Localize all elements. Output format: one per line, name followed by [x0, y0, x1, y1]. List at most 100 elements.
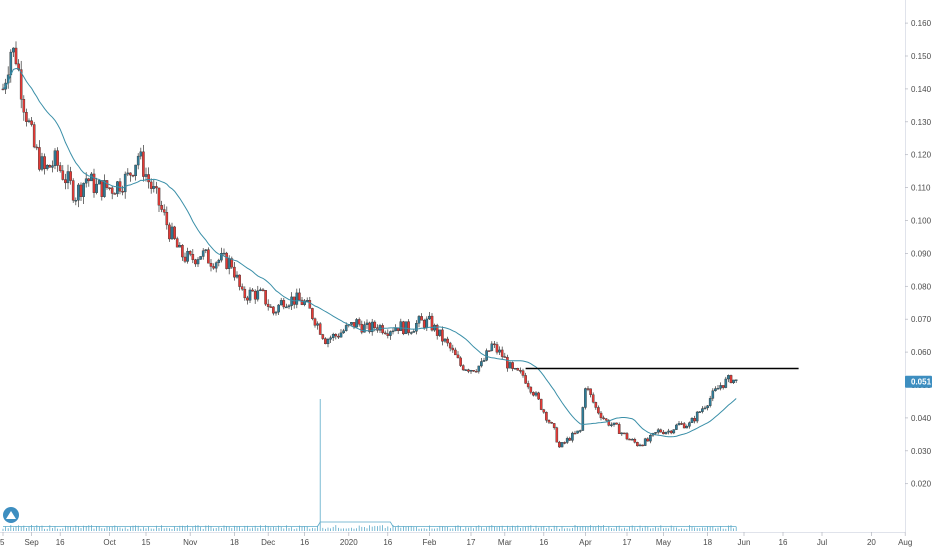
price-tick-label: 0.160 [911, 19, 932, 28]
candle-body [454, 349, 457, 356]
candle-body [565, 438, 569, 443]
time-tick-label: Oct [103, 538, 116, 547]
candle-body [69, 171, 72, 181]
candle-body [521, 370, 525, 376]
candle-body [243, 288, 247, 299]
candle-body [500, 349, 504, 357]
candle-body [207, 249, 210, 264]
time-tick-label: 18 [703, 538, 712, 547]
candle-body [181, 245, 184, 258]
candle-body [264, 290, 267, 305]
candle-body [305, 300, 309, 302]
time-tick-label: 18 [230, 538, 239, 547]
candle-body [152, 186, 156, 189]
candle-body [568, 438, 572, 441]
candle-body [420, 316, 423, 321]
candle-body [326, 339, 330, 345]
candle-body [532, 392, 535, 396]
candle-body [563, 442, 566, 444]
candle-body [238, 274, 241, 287]
candle-body [121, 191, 124, 193]
price-tick-label: 0.120 [911, 151, 932, 160]
candle-body [656, 429, 660, 433]
candle-body [136, 155, 140, 166]
candle-body [212, 266, 215, 269]
candle-body [680, 423, 683, 425]
time-tick-label: 5 [0, 538, 5, 547]
candle-body [428, 315, 431, 320]
candle-body [638, 444, 642, 447]
candle-body [719, 385, 722, 389]
price-tick-label: 0.100 [911, 217, 932, 226]
candle-body [350, 322, 353, 325]
candle-body [578, 430, 582, 432]
candle-body [110, 187, 114, 194]
candle-body [591, 394, 595, 403]
candle-body [448, 342, 452, 349]
candle-body [160, 205, 163, 210]
candle-body [589, 388, 592, 395]
candle-body [48, 164, 52, 168]
candle-body [277, 304, 280, 313]
candle-body [87, 178, 91, 182]
candle-body [365, 322, 369, 325]
candle-body [116, 181, 119, 195]
candle-body [560, 442, 564, 448]
candle-body [675, 424, 678, 430]
candle-body [251, 289, 254, 292]
candle-body [303, 300, 306, 305]
candle-body [27, 120, 31, 122]
candle-body [194, 259, 197, 265]
candle-body [318, 323, 322, 335]
candle-body [724, 378, 728, 388]
candle-body [669, 430, 673, 434]
candle-body [248, 289, 252, 301]
candle-body [51, 165, 54, 168]
candle-body [576, 430, 579, 434]
candle-body [407, 321, 410, 333]
candle-body [61, 170, 65, 180]
candle-body [708, 398, 712, 406]
candle-body [729, 375, 733, 384]
time-tick-label: 20 [867, 538, 876, 547]
candle-body [498, 349, 501, 353]
price-tick-label: 0.140 [911, 85, 932, 94]
candle-body [399, 321, 403, 331]
candle-body [149, 181, 153, 189]
candle-body [625, 433, 629, 440]
candle-body [412, 331, 416, 333]
candle-body [227, 258, 231, 269]
volume-layer [2, 399, 737, 531]
candle-body [246, 297, 249, 301]
candle-body [511, 362, 514, 369]
candle-body [287, 305, 291, 308]
candle-body [157, 187, 161, 206]
candle-body [649, 435, 652, 442]
candle-body [441, 329, 444, 342]
candle-body [256, 290, 260, 300]
candle-body [529, 386, 533, 393]
candle-body [581, 407, 585, 431]
candle-body [477, 365, 481, 372]
candle-body [480, 361, 483, 367]
candle-body [324, 338, 327, 345]
candle-body [313, 318, 317, 326]
candle-body [123, 173, 127, 193]
price-tick-label: 0.150 [911, 52, 932, 61]
candle-body [12, 47, 15, 53]
candle-body [474, 371, 478, 373]
candle-body [183, 256, 187, 262]
candle-body [550, 422, 553, 424]
candle-body [524, 375, 527, 384]
candle-body [409, 332, 413, 334]
candle-body [9, 51, 13, 76]
candle-body [290, 296, 293, 306]
candle-body [147, 174, 150, 183]
candle-body [269, 306, 273, 308]
candle-body [261, 289, 265, 291]
candle-body [459, 357, 462, 366]
candle-body [487, 350, 491, 352]
candle-body [235, 274, 239, 278]
candle-body [45, 164, 49, 170]
